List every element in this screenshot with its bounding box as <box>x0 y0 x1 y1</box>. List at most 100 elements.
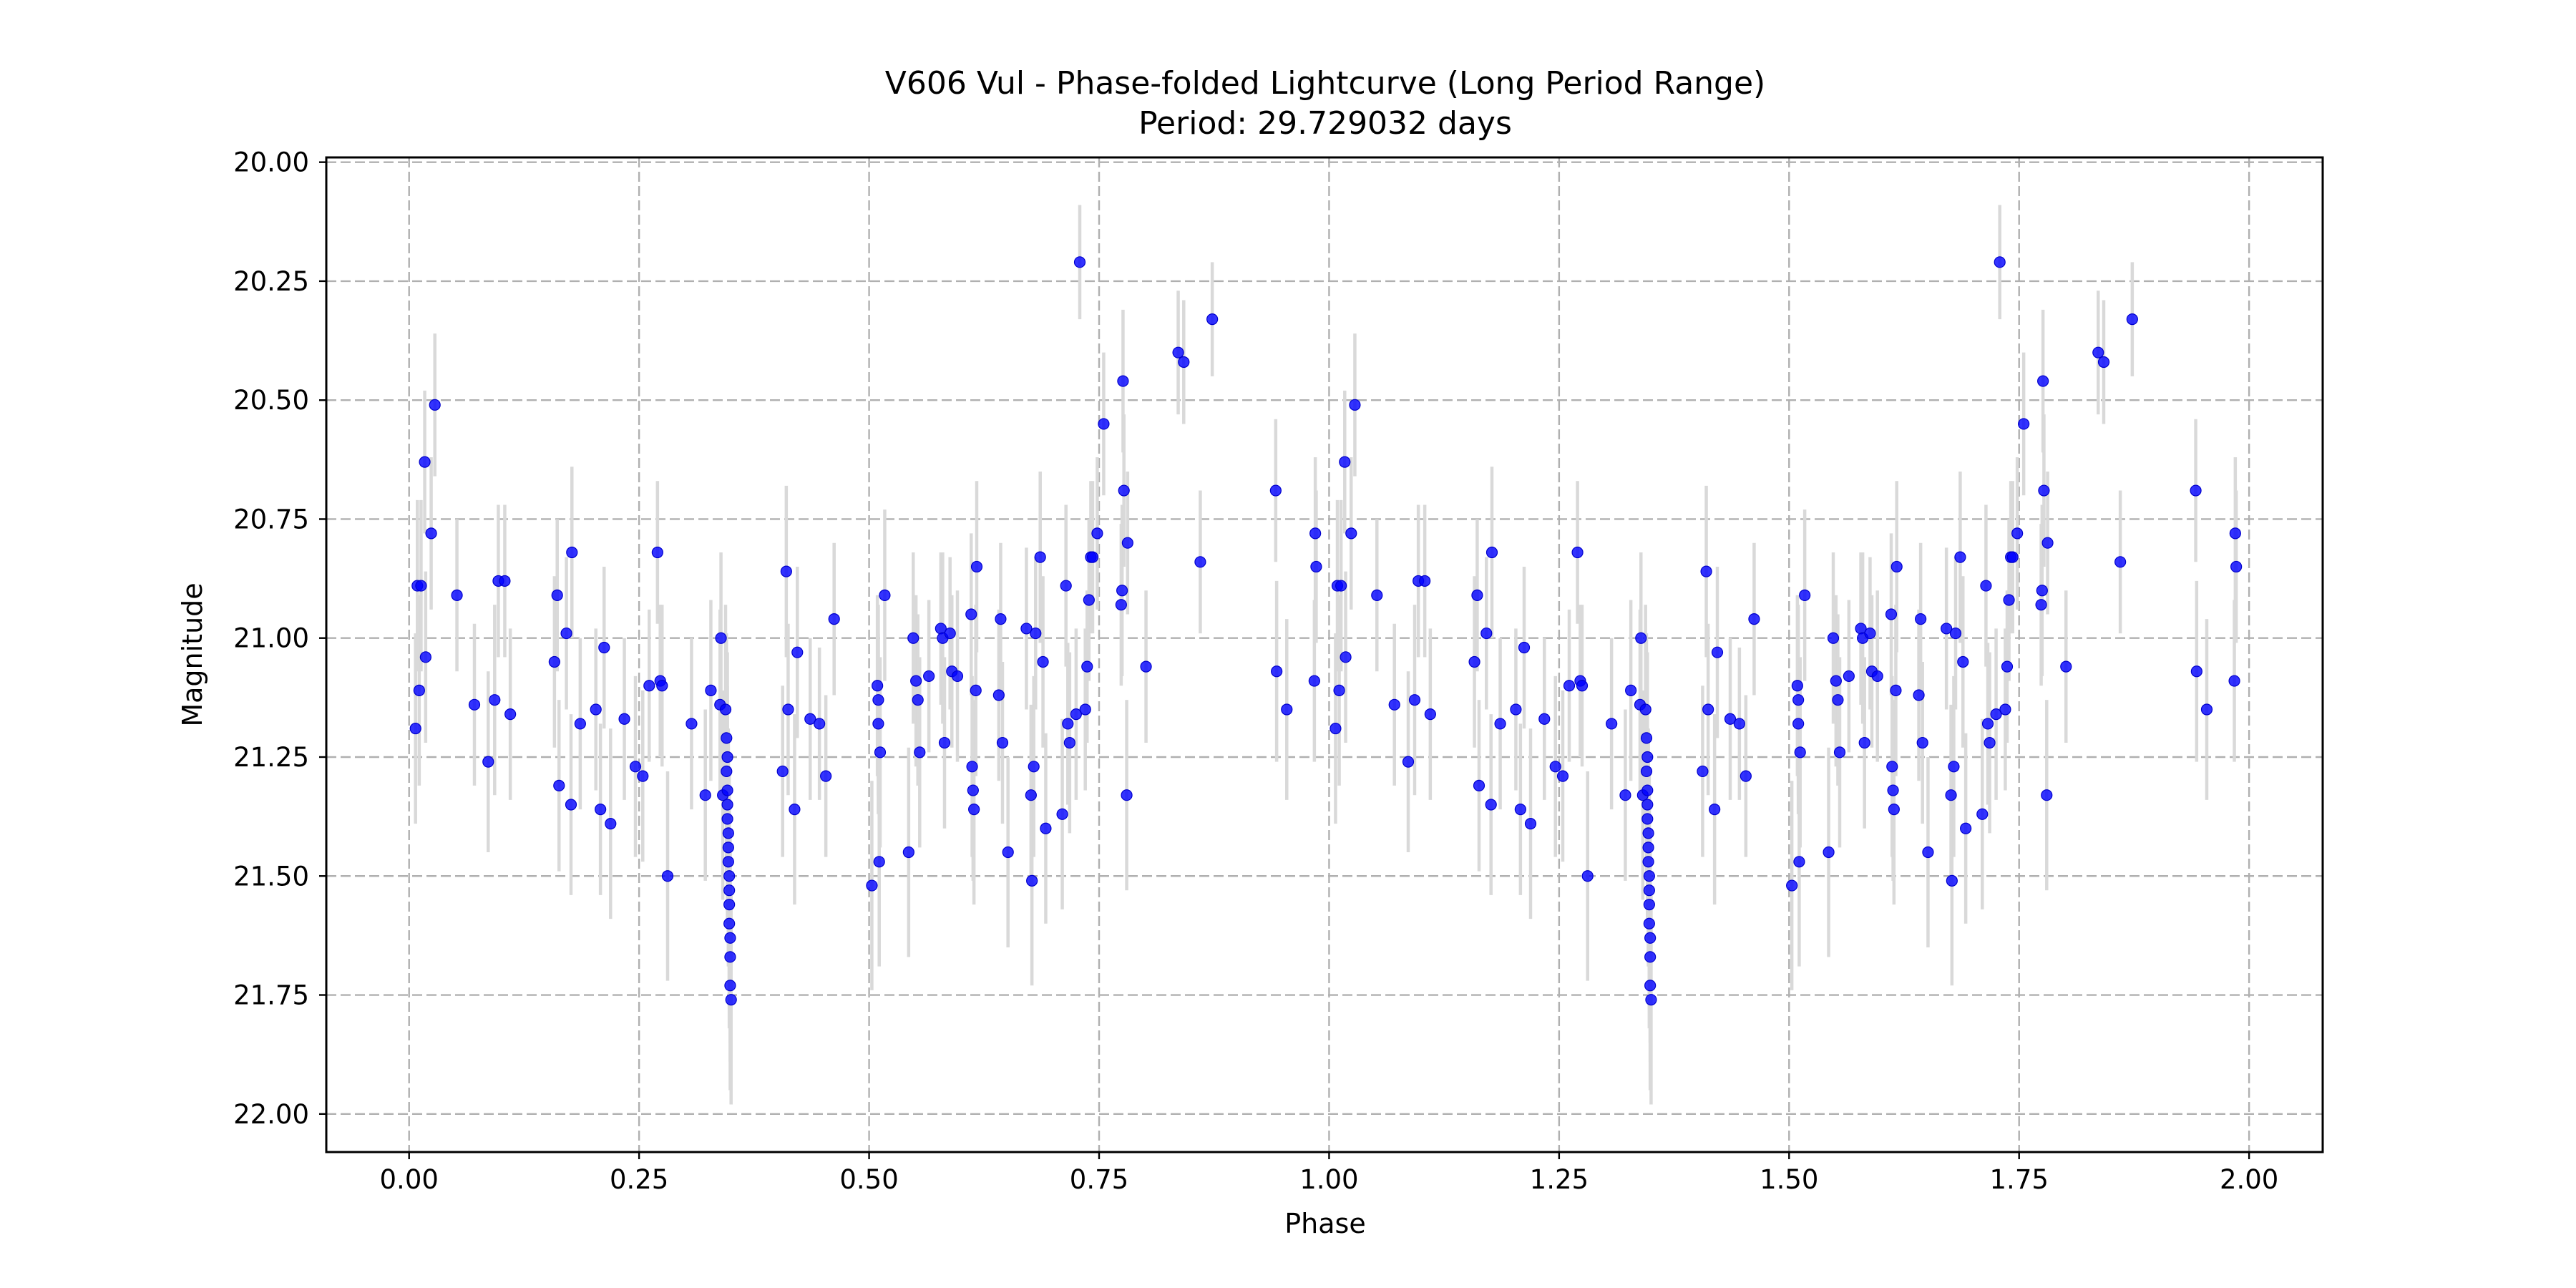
data-point <box>1700 565 1712 577</box>
data-point <box>719 703 732 716</box>
data-point <box>872 680 884 692</box>
data-point <box>1480 627 1493 640</box>
data-point <box>409 722 421 735</box>
data-point <box>1117 375 1129 387</box>
data-point <box>1073 256 1086 268</box>
data-point <box>724 980 736 992</box>
data-point <box>938 736 951 749</box>
data-point <box>1206 313 1219 326</box>
data-point <box>1748 613 1760 625</box>
data-point <box>1281 703 1293 716</box>
data-point <box>1025 789 1037 801</box>
data-point <box>995 613 1007 625</box>
data-point <box>1922 846 1934 859</box>
x-axis-label: Phase <box>1284 1208 1365 1239</box>
data-point <box>1994 256 2006 268</box>
data-point <box>1083 594 1095 606</box>
data-point <box>1178 356 1190 369</box>
data-point <box>1640 765 1653 778</box>
data-point <box>1172 346 1184 358</box>
data-point <box>1635 632 1647 644</box>
data-point <box>560 627 572 640</box>
data-point <box>1518 641 1531 654</box>
data-point <box>2060 660 2072 673</box>
data-point <box>723 917 736 930</box>
data-point <box>2229 527 2241 540</box>
y-tick-label: 20.75 <box>233 504 309 535</box>
data-point <box>1981 718 1994 730</box>
data-point <box>1640 732 1653 744</box>
data-point <box>1886 761 1898 773</box>
data-point <box>1984 736 1996 749</box>
data-point <box>873 856 885 868</box>
data-point <box>1643 917 1655 930</box>
data-point <box>1556 770 1569 782</box>
data-point <box>656 680 668 692</box>
data-point <box>776 765 789 778</box>
data-point <box>914 746 926 758</box>
data-point <box>1625 684 1637 696</box>
data-point <box>1641 813 1654 825</box>
data-point <box>1887 784 1899 796</box>
data-point <box>2228 675 2240 687</box>
data-point <box>1645 994 1657 1006</box>
data-point <box>1034 551 1046 563</box>
data-point <box>721 765 733 778</box>
data-point <box>1976 808 1989 820</box>
data-point <box>1026 874 1038 887</box>
data-point <box>1524 818 1537 830</box>
data-point <box>1833 746 1846 758</box>
x-axis-ticks: 0.00 0.25 0.50 0.75 1.00 1.25 1.50 1.75 2.00 <box>380 1152 2278 1195</box>
y-tick-label: 20.00 <box>233 147 309 178</box>
data-point <box>725 994 737 1006</box>
data-point <box>2200 703 2213 716</box>
x-tick-label: 1.00 <box>1299 1164 1358 1195</box>
data-points <box>409 256 2243 1006</box>
data-point <box>2035 599 2047 611</box>
data-point <box>1062 718 1074 730</box>
data-point <box>504 708 517 721</box>
data-point <box>1309 527 1322 540</box>
data-point <box>1086 551 1099 563</box>
data-point <box>1949 627 1962 640</box>
data-point <box>2001 660 2014 673</box>
data-point <box>910 675 922 687</box>
data-point <box>722 827 734 839</box>
data-point <box>629 761 642 773</box>
data-point <box>548 655 560 668</box>
data-point <box>996 736 1009 749</box>
data-point <box>661 870 674 882</box>
data-point <box>2114 556 2127 568</box>
data-point <box>1269 484 1282 497</box>
data-point <box>1030 627 1042 640</box>
data-point <box>879 589 891 601</box>
data-point <box>618 713 630 725</box>
data-point <box>1538 713 1551 725</box>
data-point <box>1194 556 1206 568</box>
data-point <box>651 546 663 559</box>
data-point <box>419 456 431 468</box>
data-point <box>705 684 717 696</box>
data-point <box>2126 313 2138 326</box>
data-point <box>1885 608 1898 620</box>
data-point <box>2230 560 2243 573</box>
data-point <box>1020 623 1033 635</box>
data-point <box>944 627 956 640</box>
data-point <box>2190 665 2202 678</box>
data-point <box>1040 822 1052 834</box>
data-point <box>1740 770 1752 782</box>
data-point <box>1339 456 1351 468</box>
data-point <box>425 527 437 540</box>
data-point <box>789 804 801 816</box>
data-point <box>468 698 481 711</box>
y-axis-ticks: 20.00 20.25 20.50 20.75 21.00 21.25 21.50 21.75… <box>233 147 326 1130</box>
data-point <box>2036 585 2048 597</box>
data-point <box>1056 808 1068 820</box>
data-point <box>699 789 711 801</box>
data-point <box>1079 703 1091 716</box>
data-point <box>1028 761 1040 773</box>
data-point <box>1791 680 1803 692</box>
data-point <box>499 575 511 587</box>
data-point <box>2011 527 2024 540</box>
data-point <box>1485 799 1497 811</box>
